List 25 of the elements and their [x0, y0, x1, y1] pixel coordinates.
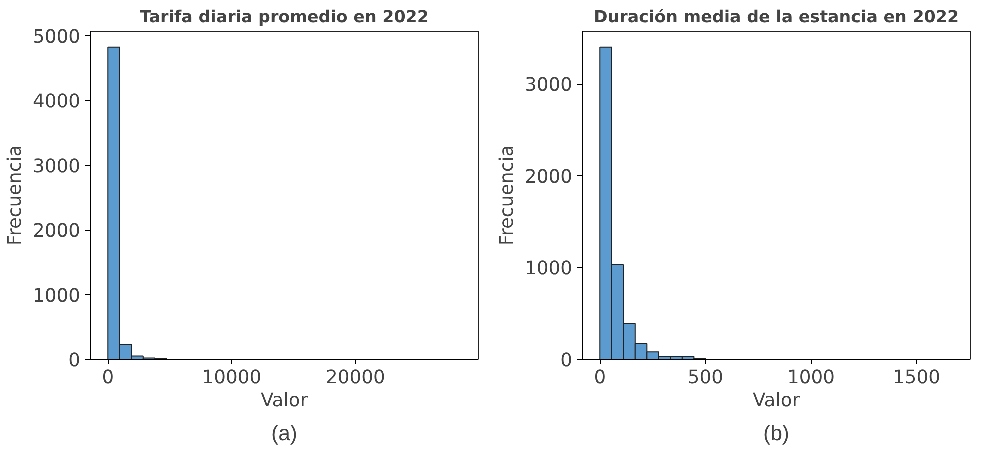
y-tick-label: 3000 [33, 156, 81, 178]
y-tick-label: 5000 [33, 26, 81, 48]
y-tick-label: 2000 [525, 166, 573, 188]
text: (b) [763, 422, 790, 446]
y-tick-label: 0 [68, 350, 81, 372]
x-axis-title: Valor [260, 390, 308, 412]
x-tick-label: 20000 [326, 368, 386, 388]
y-tick-label: 0 [560, 350, 573, 372]
y-tick-label: 3000 [525, 75, 573, 96]
chart-title: Tarifa diaria promedio en 2022 [140, 8, 429, 26]
y-tick-label: 4000 [33, 92, 81, 113]
x-tick-label: 1000 [787, 368, 835, 388]
y-axis-title: Frecuencia [497, 145, 518, 246]
y-axis-title: Frecuencia [5, 145, 26, 246]
chart-title: Duración media de la estancia en 2022 [594, 8, 960, 26]
y-tick-label: 1000 [525, 258, 573, 280]
x-tick-label: 0 [102, 368, 114, 388]
y-tick-label: 2000 [33, 221, 81, 242]
x-tick-label: 10000 [202, 368, 262, 388]
x-tick-label: 0 [594, 368, 606, 388]
x-tick-label: 500 [688, 368, 724, 388]
x-axis-title: Valor [752, 390, 800, 412]
x-tick-label: 1500 [893, 368, 941, 388]
y-tick-label: 1000 [33, 286, 81, 307]
text: (a) [271, 422, 298, 446]
